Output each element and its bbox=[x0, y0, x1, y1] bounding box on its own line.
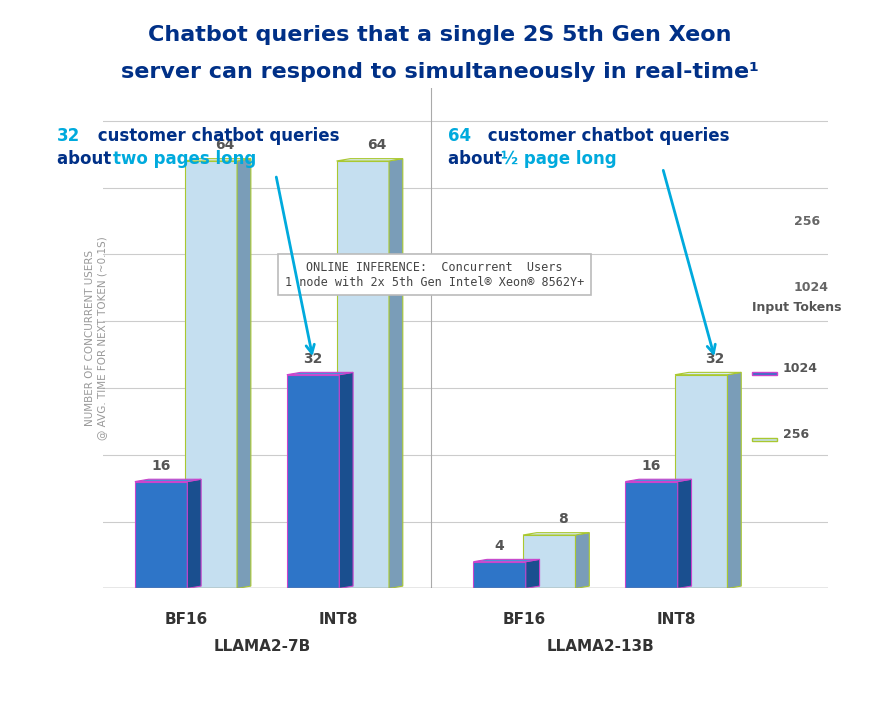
Polygon shape bbox=[525, 560, 539, 589]
Text: two pages long: two pages long bbox=[112, 150, 255, 168]
Text: 4: 4 bbox=[494, 539, 504, 552]
Polygon shape bbox=[237, 159, 250, 589]
Text: 256: 256 bbox=[781, 428, 808, 442]
Text: 1024: 1024 bbox=[793, 281, 828, 294]
Text: server can respond to simultaneously in real-time¹: server can respond to simultaneously in … bbox=[120, 62, 758, 82]
Polygon shape bbox=[286, 373, 353, 375]
Text: 1024: 1024 bbox=[781, 362, 817, 375]
Text: 8: 8 bbox=[558, 512, 567, 526]
Polygon shape bbox=[184, 159, 250, 161]
Polygon shape bbox=[674, 373, 740, 375]
Polygon shape bbox=[677, 479, 691, 589]
Text: Chatbot queries that a single 2S 5th Gen Xeon: Chatbot queries that a single 2S 5th Gen… bbox=[148, 25, 730, 46]
Polygon shape bbox=[336, 161, 389, 589]
Text: 32: 32 bbox=[57, 127, 80, 145]
Text: 64: 64 bbox=[366, 138, 385, 152]
Polygon shape bbox=[389, 159, 402, 589]
Polygon shape bbox=[134, 479, 201, 481]
Text: ½ page long: ½ page long bbox=[500, 150, 616, 168]
Polygon shape bbox=[184, 161, 237, 589]
Text: LLAMA2-7B: LLAMA2-7B bbox=[213, 639, 310, 653]
Text: 16: 16 bbox=[151, 458, 170, 473]
FancyBboxPatch shape bbox=[752, 439, 776, 442]
Text: INT8: INT8 bbox=[656, 612, 695, 627]
Text: 32: 32 bbox=[303, 352, 322, 365]
Text: customer chatbot queries: customer chatbot queries bbox=[92, 127, 340, 145]
Text: 64: 64 bbox=[448, 127, 471, 145]
Polygon shape bbox=[674, 375, 727, 589]
Polygon shape bbox=[575, 533, 588, 589]
Polygon shape bbox=[187, 479, 201, 589]
Text: 32: 32 bbox=[704, 352, 723, 365]
Polygon shape bbox=[624, 481, 677, 589]
Polygon shape bbox=[339, 373, 353, 589]
FancyBboxPatch shape bbox=[752, 372, 776, 375]
Y-axis label: NUMBER OF CONCURRENT USERS
@ AVG. TIME FOR NEXT TOKEN (~0.1S): NUMBER OF CONCURRENT USERS @ AVG. TIME F… bbox=[85, 236, 107, 440]
Text: Input Tokens: Input Tokens bbox=[752, 302, 841, 315]
Text: 16: 16 bbox=[641, 458, 660, 473]
Polygon shape bbox=[522, 533, 588, 535]
Polygon shape bbox=[472, 560, 539, 562]
Text: LLAMA2-13B: LLAMA2-13B bbox=[546, 639, 653, 653]
Polygon shape bbox=[472, 562, 525, 589]
Text: customer chatbot queries: customer chatbot queries bbox=[481, 127, 729, 145]
Text: ONLINE INFERENCE:  Concurrent  Users
1 node with 2x 5th Gen Intel® Xeon® 8562Y+: ONLINE INFERENCE: Concurrent Users 1 nod… bbox=[284, 260, 584, 289]
Text: 64: 64 bbox=[215, 138, 234, 152]
Text: BF16: BF16 bbox=[164, 612, 207, 627]
Polygon shape bbox=[286, 375, 339, 589]
Polygon shape bbox=[134, 481, 187, 589]
Text: BF16: BF16 bbox=[502, 612, 545, 627]
Polygon shape bbox=[624, 479, 691, 481]
Text: 256: 256 bbox=[793, 215, 819, 228]
Text: about: about bbox=[57, 150, 117, 168]
Text: INT8: INT8 bbox=[318, 612, 357, 627]
Polygon shape bbox=[522, 535, 575, 589]
Polygon shape bbox=[336, 159, 402, 161]
Text: about: about bbox=[448, 150, 507, 168]
Polygon shape bbox=[727, 373, 740, 589]
